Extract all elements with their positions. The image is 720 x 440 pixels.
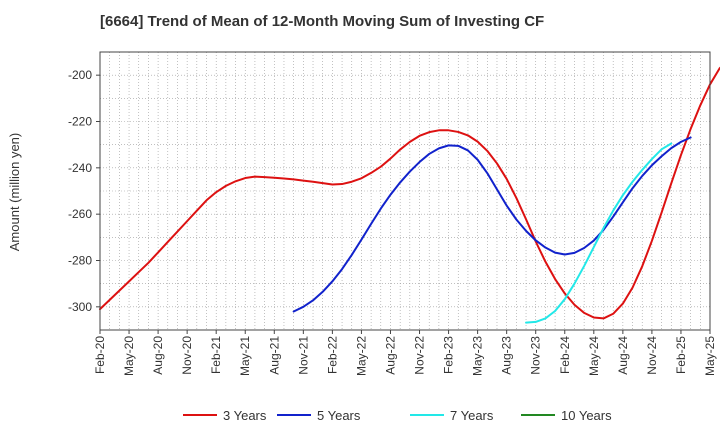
y-tick-label: -260 <box>68 207 92 221</box>
x-tick-label: May-23 <box>471 336 485 376</box>
y-tick-label: -280 <box>68 254 92 268</box>
x-tick-label: Feb-24 <box>558 336 572 374</box>
legend-label-5-years: 5 Years <box>317 408 361 423</box>
y-axis-ticks: -200 -220 -240 -260 -280 -300 <box>68 68 100 314</box>
x-axis-ticks: Feb-20 May-20 Aug-20 Nov-20 Feb-21 May-21 Aug-… <box>93 330 717 376</box>
legend-label-10-years: 10 Years <box>561 408 612 423</box>
x-tick-label: Feb-25 <box>674 336 688 374</box>
x-tick-label: Aug-24 <box>616 336 630 375</box>
x-tick-label: Nov-22 <box>413 336 427 375</box>
x-tick-label: May-21 <box>238 336 252 376</box>
y-axis-label: Amount (million yen) <box>7 133 22 252</box>
y-tick-label: -200 <box>68 68 92 82</box>
series-layer <box>99 66 720 324</box>
x-tick-label: May-20 <box>122 336 136 376</box>
x-tick-label: May-24 <box>587 336 601 376</box>
y-tick-label: -240 <box>68 161 92 175</box>
legend-label-7-years: 7 Years <box>450 408 494 423</box>
legend: 3 Years 5 Years 7 Years 10 Years <box>183 408 612 423</box>
x-tick-label: Aug-23 <box>500 336 514 375</box>
legend-label-3-years: 3 Years <box>223 408 267 423</box>
x-tick-label: Aug-21 <box>267 336 281 375</box>
y-tick-label: -220 <box>68 115 92 129</box>
x-tick-label: Feb-20 <box>93 336 107 374</box>
x-tick-label: Nov-23 <box>529 336 543 375</box>
x-tick-label: Aug-20 <box>151 336 165 375</box>
x-tick-label: Nov-21 <box>296 336 310 375</box>
grid <box>100 51 710 331</box>
x-tick-label: Feb-21 <box>209 336 223 374</box>
series-line-3-years <box>99 66 720 320</box>
x-tick-label: Nov-20 <box>180 336 194 375</box>
x-tick-label: Feb-22 <box>325 336 339 374</box>
y-tick-label: -300 <box>68 300 92 314</box>
x-tick-label: Feb-23 <box>442 336 456 374</box>
x-tick-label: May-22 <box>354 336 368 376</box>
plot-frame <box>99 51 711 331</box>
x-tick-label: Aug-22 <box>383 336 397 375</box>
x-tick-label: Nov-24 <box>645 336 659 375</box>
x-tick-label: May-25 <box>703 336 717 376</box>
series-line-5-years <box>292 136 692 313</box>
series-line-7-years <box>525 142 673 324</box>
chart-title: [6664] Trend of Mean of 12-Month Moving … <box>100 13 544 30</box>
